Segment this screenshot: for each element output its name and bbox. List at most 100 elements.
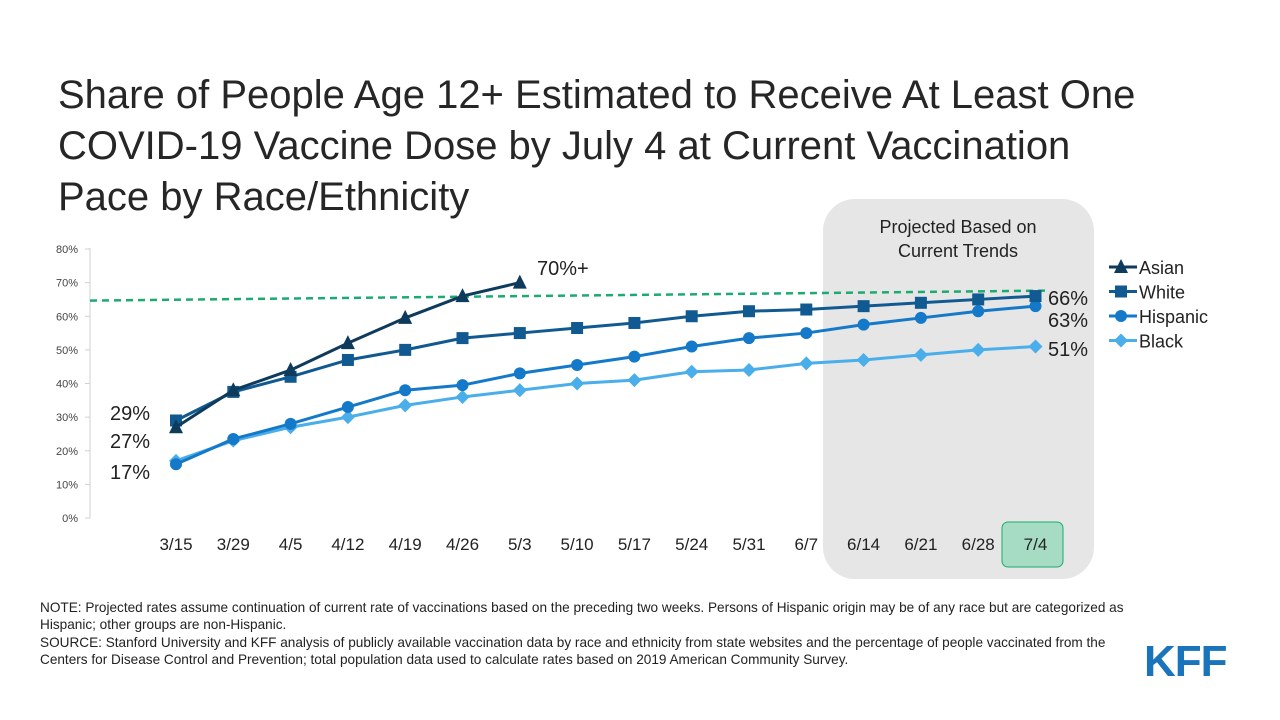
data-point-black xyxy=(340,410,355,425)
data-point-hispanic xyxy=(571,359,584,372)
chart-title: Share of People Age 12+ Estimated to Rec… xyxy=(58,70,1238,223)
x-tick-label: 5/31 xyxy=(732,535,765,554)
y-tick-label: 20% xyxy=(56,446,78,458)
data-point-asian xyxy=(512,274,527,289)
end-label-hispanic: 63% xyxy=(1048,310,1088,332)
data-point-asian xyxy=(283,362,298,377)
note-text: NOTE: Projected rates assume continuatio… xyxy=(40,600,1124,632)
data-point-white xyxy=(571,322,584,335)
data-point-hispanic xyxy=(972,305,985,318)
projection-box-line-2: Current Trends xyxy=(898,241,1018,261)
series-hispanic xyxy=(170,300,1042,471)
y-tick-label: 80% xyxy=(56,244,78,256)
series-line-hispanic xyxy=(175,304,1036,466)
x-tick-label: 3/29 xyxy=(217,535,250,554)
data-point-white xyxy=(628,316,641,329)
data-point-white xyxy=(857,300,870,313)
y-tick-label: 50% xyxy=(56,345,78,357)
data-point-white xyxy=(456,332,469,345)
title-line-2: COVID-19 Vaccine Dose by July 4 at Curre… xyxy=(58,124,1071,168)
x-tick-label: 5/10 xyxy=(561,535,594,554)
x-tick-label: 6/7 xyxy=(794,535,818,554)
highlight-box-7-4 xyxy=(1001,521,1064,568)
series-layer xyxy=(169,274,1043,471)
y-tick-label: 0% xyxy=(62,513,78,525)
data-point-white xyxy=(399,343,412,356)
data-point-hispanic xyxy=(284,417,297,430)
legend-label-black: Black xyxy=(1139,332,1184,352)
legend-item-asian: Asian xyxy=(1109,258,1184,278)
data-point-hispanic xyxy=(456,379,469,392)
data-point-black xyxy=(627,373,642,388)
data-point-black xyxy=(398,398,413,413)
target-label: 70%+ xyxy=(537,258,589,280)
data-point-white xyxy=(914,296,927,309)
data-point-black xyxy=(1028,339,1043,354)
data-point-black xyxy=(856,352,871,367)
legend-label-white: White xyxy=(1139,283,1185,303)
source-text: SOURCE: Stanford University and KFF anal… xyxy=(40,635,1106,667)
x-tick-label: 5/3 xyxy=(508,535,532,554)
series-line-white xyxy=(175,294,1036,422)
data-point-black xyxy=(971,342,986,357)
data-point-hispanic xyxy=(399,384,412,397)
start-label-asian: 27% xyxy=(110,431,150,453)
data-point-asian xyxy=(455,288,470,303)
x-tick-label: 5/24 xyxy=(675,535,708,554)
y-tick-label: 10% xyxy=(56,479,78,491)
data-point-white xyxy=(743,305,755,318)
footnotes: NOTE: Projected rates assume continuatio… xyxy=(40,599,1125,669)
legend: Asian White Hispanic Black xyxy=(1109,258,1208,352)
line-chart: Projected Based on Current Trends 0% 10% 2… xyxy=(56,199,1208,579)
data-point-hispanic xyxy=(914,311,927,324)
data-point-white xyxy=(1029,290,1042,303)
x-tick-label: 4/19 xyxy=(389,535,422,554)
title-line-1: Share of People Age 12+ Estimated to Rec… xyxy=(58,73,1136,117)
legend-marker-asian xyxy=(1114,259,1128,273)
data-point-hispanic xyxy=(800,327,813,340)
data-point-black xyxy=(742,363,756,378)
data-point-black xyxy=(799,356,814,371)
legend-item-hispanic: Hispanic xyxy=(1109,307,1208,327)
x-tick-label: 4/12 xyxy=(331,535,364,554)
data-point-asian xyxy=(398,309,413,324)
data-point-hispanic xyxy=(857,318,870,331)
kff-logo: KFF xyxy=(1144,637,1228,686)
x-tick-label: 5/17 xyxy=(618,535,651,554)
series-line-black xyxy=(175,345,1036,463)
x-tick-label: 7/4 xyxy=(1024,535,1048,554)
data-point-white xyxy=(341,353,354,366)
legend-label-hispanic: Hispanic xyxy=(1139,307,1208,327)
x-tick-label: 4/5 xyxy=(279,535,303,554)
start-label-white: 29% xyxy=(110,403,150,425)
x-tick-label: 6/28 xyxy=(962,535,995,554)
data-point-hispanic xyxy=(227,432,240,445)
data-point-hispanic xyxy=(743,332,755,345)
end-label-white: 66% xyxy=(1048,288,1088,310)
data-point-hispanic xyxy=(685,340,698,353)
data-point-asian xyxy=(226,382,241,397)
data-point-hispanic xyxy=(170,458,182,471)
data-point-black xyxy=(684,364,699,379)
projection-box-line-1: Projected Based on xyxy=(879,217,1036,237)
x-tick-label: 3/15 xyxy=(159,535,192,554)
y-tick-label: 40% xyxy=(56,379,78,391)
legend-label-asian: Asian xyxy=(1139,258,1184,278)
end-label-black: 51% xyxy=(1048,339,1088,361)
x-ticks: 3/15 3/29 4/5 4/12 4/19 4/26 5/3 5/10 5/17 5/24 5/… xyxy=(159,535,1047,554)
x-tick-label: 6/14 xyxy=(847,535,880,554)
data-point-white xyxy=(972,293,985,306)
data-point-hispanic xyxy=(628,350,641,363)
data-point-hispanic xyxy=(1029,300,1042,313)
legend-marker-black xyxy=(1114,333,1128,348)
y-tick-label: 60% xyxy=(56,311,78,323)
data-point-hispanic xyxy=(513,367,526,380)
legend-marker-white xyxy=(1115,285,1127,298)
series-asian xyxy=(169,274,527,434)
data-point-white xyxy=(800,303,813,316)
x-tick-label: 6/21 xyxy=(904,535,937,554)
data-point-black xyxy=(570,376,585,391)
data-point-hispanic xyxy=(341,401,354,414)
projection-box xyxy=(823,199,1094,579)
legend-item-black: Black xyxy=(1109,332,1184,352)
